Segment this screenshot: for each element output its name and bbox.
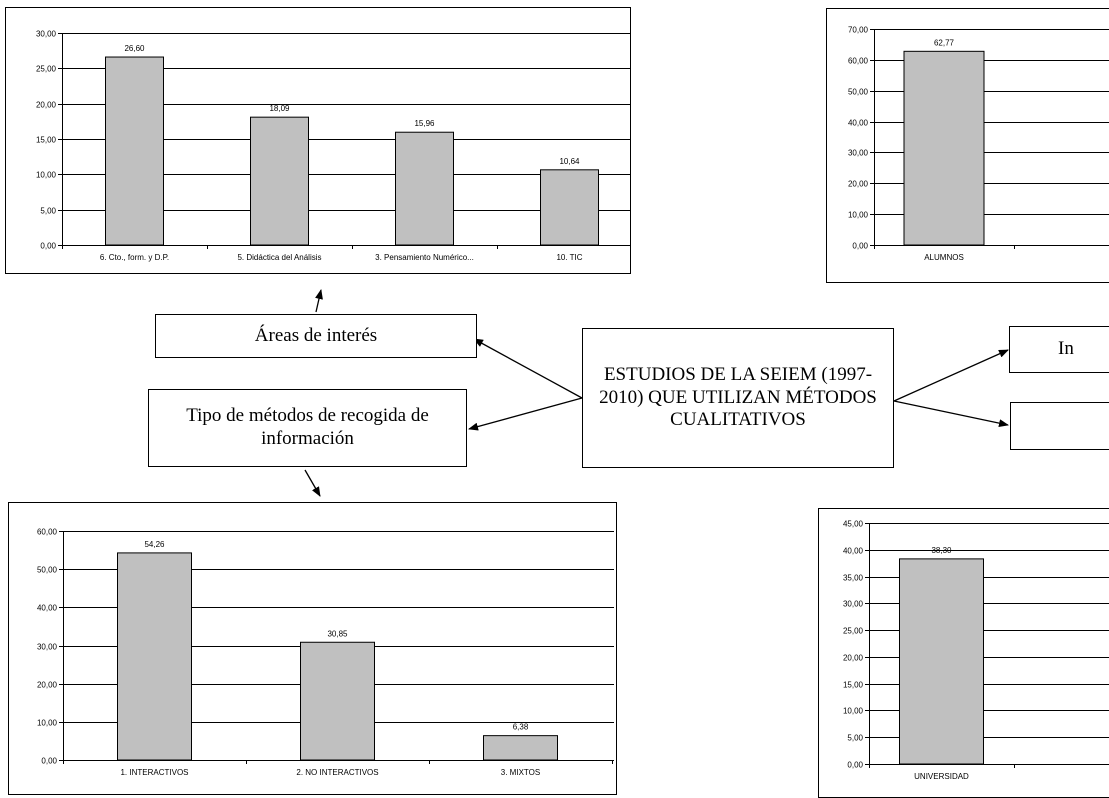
y-tick-label: 25,00: [36, 65, 57, 74]
y-tick-label: 30,00: [843, 600, 864, 609]
y-tick-label: 10,00: [843, 707, 864, 716]
data-label: 26,60: [124, 44, 145, 53]
x-tick-label: ALUMNOS: [924, 253, 964, 262]
x-tick-label: 3. MIXTOS: [501, 768, 540, 777]
chart-contexto: 0,00 5,00 10,00 15,00 20,00 25,00 30,00 35,00 40…: [818, 508, 1109, 798]
bar: [117, 552, 192, 761]
data-label: 54,26: [144, 540, 165, 549]
y-tick-label: 20,00: [843, 654, 864, 663]
bar: [300, 641, 375, 761]
y-tick-label: 20,00: [848, 180, 869, 189]
y-tick-label: 10,00: [36, 171, 57, 180]
y-tick-label: 0,00: [41, 757, 57, 766]
chart-svg: 0,00 10,00 20,00 30,00 40,00 50,00 60,00 70,00 6…: [848, 26, 1109, 262]
x-tick-label: 5. Didáctica del Análisis: [237, 253, 321, 262]
y-tick-label: 70,00: [848, 26, 869, 35]
y-tick-label: 40,00: [37, 604, 58, 613]
y-tick-label: 60,00: [37, 528, 58, 537]
y-tick-label: 50,00: [848, 88, 869, 97]
y-tick-label: 35,00: [843, 574, 864, 583]
bar: [483, 735, 558, 761]
x-tick-label: 2. NO INTERACTIVOS: [296, 768, 378, 777]
chart-svg: 0,00 5,00 10,00 15,00 20,00 25,00 30,00 35,00 40…: [843, 520, 1109, 781]
x-tick-label: 1. INTERACTIVOS: [120, 768, 188, 777]
bar: [395, 131, 454, 246]
y-tick-label: 40,00: [843, 547, 864, 556]
central-study-box: ESTUDIOS DE LA SEIEM (1997-2010) QUE UTI…: [582, 328, 894, 468]
x-tick-label: 6. Cto., form. y D.P.: [100, 253, 169, 262]
data-label: 15,96: [414, 119, 435, 128]
chart-svg: 0,00 5,00 10,00 15,00 20,00 25,00 30,00 26,60 6.…: [36, 30, 630, 262]
x-tick-label: 10. TIC: [556, 253, 582, 262]
arrow-center-to-right-1: [893, 349, 1009, 402]
y-tick-label: 0,00: [847, 761, 863, 770]
right-box-2: [1010, 402, 1109, 450]
y-tick-label: 0,00: [40, 242, 56, 251]
y-tick-label: 10,00: [848, 211, 869, 220]
y-tick-label: 60,00: [848, 57, 869, 66]
chart-tipo-metodos: 0,00 10,00 20,00 30,00 40,00 50,00 60,00 54,26 1…: [8, 502, 617, 795]
arrow-to-metodos-chart: [304, 469, 321, 497]
y-tick-label: 15,00: [843, 681, 864, 690]
bar: [899, 558, 984, 765]
chart-areas-interes: 0,00 5,00 10,00 15,00 20,00 25,00 30,00 26,60 6.…: [5, 7, 631, 274]
y-tick-label: 20,00: [37, 681, 58, 690]
y-tick-label: 30,00: [37, 643, 58, 652]
y-tick-label: 25,00: [843, 627, 864, 636]
data-label: 62,77: [934, 38, 955, 47]
right-box-1: In: [1009, 326, 1109, 373]
bar: [903, 50, 985, 246]
bar: [250, 116, 309, 246]
arrow-center-to-areas: [473, 338, 583, 399]
y-tick-label: 20,00: [36, 101, 57, 110]
y-tick-label: 10,00: [37, 719, 58, 728]
arrow-center-to-metodos: [468, 397, 583, 431]
tipo-metodos-box: Tipo de métodos de recogida de informaci…: [148, 389, 467, 467]
y-tick-label: 40,00: [848, 119, 869, 128]
y-tick-label: 45,00: [843, 520, 864, 529]
y-tick-label: 30,00: [848, 149, 869, 158]
data-label: 6,38: [513, 723, 529, 732]
areas-de-interes-box: Áreas de interés: [155, 314, 477, 358]
bar: [540, 169, 599, 246]
chart-svg: 0,00 10,00 20,00 30,00 40,00 50,00 60,00 54,26 1…: [37, 528, 614, 777]
y-tick-label: 50,00: [37, 566, 58, 575]
bar: [105, 56, 164, 246]
x-tick-label: 3. Pensamiento Numérico...: [375, 253, 474, 262]
y-tick-label: 30,00: [36, 30, 57, 39]
y-tick-label: 5,00: [847, 734, 863, 743]
y-tick-label: 0,00: [852, 242, 868, 251]
y-tick-label: 5,00: [40, 207, 56, 216]
data-label: 30,85: [327, 629, 348, 638]
data-label: 10,64: [559, 157, 580, 166]
arrow-center-to-right-2: [893, 400, 1009, 428]
y-tick-label: 15,00: [36, 136, 57, 145]
data-label: 38,30: [931, 546, 952, 555]
chart-participantes: 0,00 10,00 20,00 30,00 40,00 50,00 60,00 70,00 6…: [826, 8, 1109, 283]
arrow-to-areas-chart: [315, 289, 323, 313]
data-label: 18,09: [269, 104, 290, 113]
x-tick-label: UNIVERSIDAD: [914, 772, 969, 781]
